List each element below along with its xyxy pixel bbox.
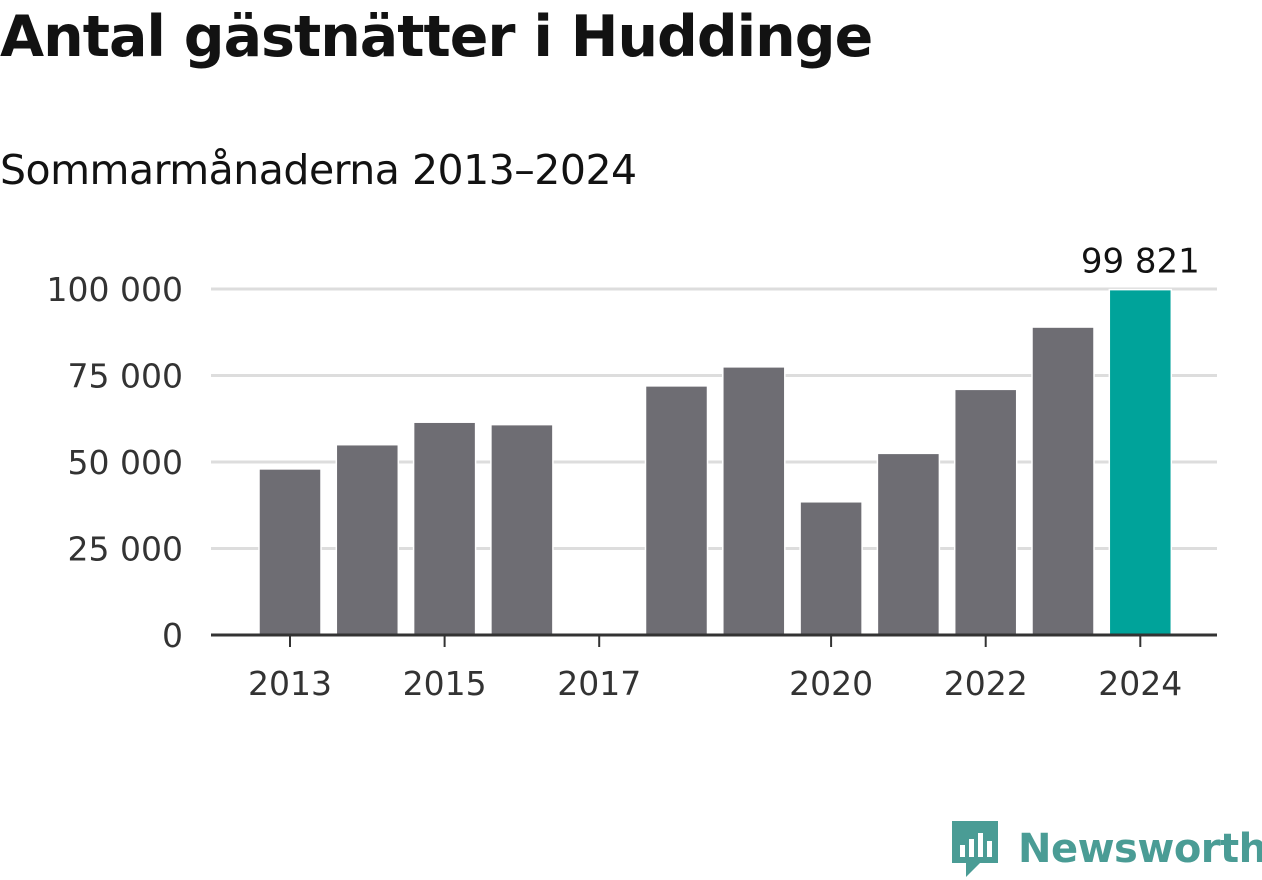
y-tick-label: 75 000 [68,357,183,396]
newsworthy-logo-text: Newsworthy [1018,826,1262,872]
bar [722,366,786,636]
x-tick-label: 2015 [403,664,487,703]
bar [644,385,709,636]
y-tick-label: 0 [162,616,183,655]
data-label-highlighted: 99 821 [1081,242,1200,282]
bar [1031,326,1095,636]
x-tick-label: 2024 [1098,664,1182,703]
y-tick-label: 100 000 [47,270,183,309]
bar [490,423,554,636]
bar [876,452,941,636]
x-tick-label: 2022 [944,664,1028,703]
x-tick-label: 2013 [248,664,332,703]
bar [953,388,1018,636]
y-axis-ticks: 0 25 000 50 000 75 000 100 000 [47,270,183,655]
y-tick-label: 25 000 [68,530,183,569]
y-tick-label: 50 000 [68,443,183,482]
chart-title: Antal gästnätter i Huddinge [0,4,873,70]
x-tick-label: 2020 [789,664,873,703]
bar [412,421,477,636]
newsworthy-logo-icon [952,821,998,877]
bar [258,468,322,636]
bar-highlighted [1108,288,1173,636]
x-tick-label: 2017 [557,664,641,703]
data-labels: 99 821 [1081,242,1200,282]
bar [799,501,863,636]
newsworthy-logo: Newsworthy [950,818,1262,880]
chart-subtitle: Sommarmånaderna 2013–2024 [0,146,637,194]
bar [335,443,400,636]
x-axis-ticks: 2013 2015 2017 2020 2022 2024 [248,635,1182,703]
